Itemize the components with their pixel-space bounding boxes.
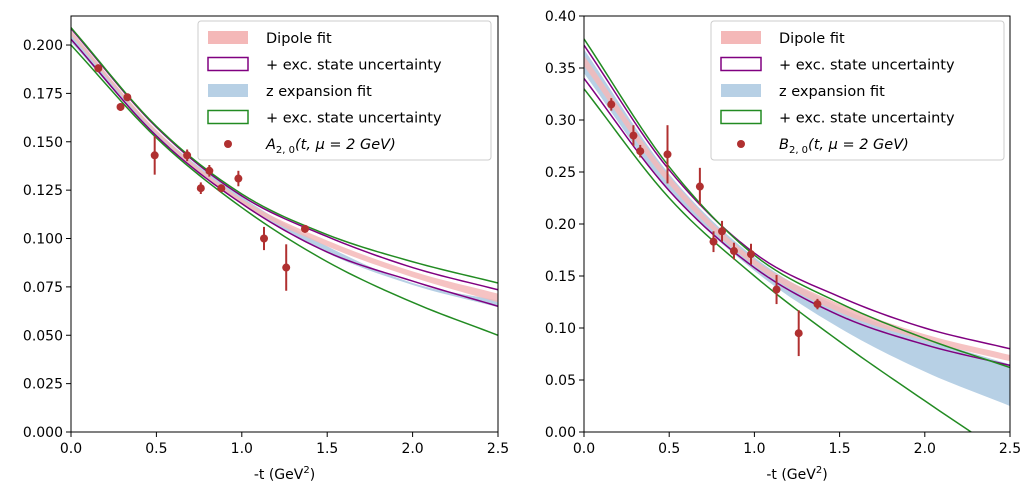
- legend-swatch-box: [207, 109, 249, 125]
- y-tick-label: 0.100: [23, 232, 63, 248]
- data-point: [205, 166, 214, 175]
- legend-swatch-point: [224, 140, 232, 148]
- x-tick-label: 1.5: [828, 441, 850, 457]
- data-point: [629, 131, 638, 140]
- x-axis-label: -t (GeV2): [766, 465, 827, 483]
- data-point: [729, 247, 738, 256]
- y-tick-label: 0.075: [23, 280, 63, 296]
- legend-swatch-box: [720, 56, 762, 72]
- data-point: [123, 93, 132, 102]
- data-point: [607, 100, 616, 109]
- x-tick-label: 2.0: [401, 441, 423, 457]
- data-point: [282, 263, 291, 272]
- legend-swatch-band: [721, 84, 761, 97]
- data-point: [772, 285, 781, 294]
- data-point: [94, 64, 103, 73]
- dipole-exc-lower-line: [71, 38, 498, 307]
- x-axis-label: -t (GeV2): [254, 465, 315, 483]
- z-expansion-band: [584, 49, 1010, 406]
- data-point: [183, 151, 192, 160]
- x-tick-label: 1.0: [231, 441, 253, 457]
- legend-swatch-band: [208, 84, 248, 97]
- y-tick-label: 0.20: [545, 217, 576, 233]
- legend-label: + exc. state uncertainty: [266, 111, 442, 127]
- data-point: [718, 227, 727, 236]
- legend-swatch-point: [737, 140, 745, 148]
- data-point: [300, 224, 309, 233]
- legend-label: + exc. state uncertainty: [266, 58, 442, 74]
- data-point: [196, 184, 205, 193]
- x-tick-label: 2.0: [914, 441, 936, 457]
- y-tick-label: 0.30: [545, 113, 576, 129]
- x-tick-label: 0.0: [573, 441, 595, 457]
- z-exc-upper-line: [71, 27, 498, 284]
- y-tick-label: 0.25: [545, 165, 576, 181]
- legend-label: A2, 0(t, μ = 2 GeV): [265, 137, 396, 156]
- z-exc-lower-line: [584, 88, 973, 432]
- y-tick-label: 0.050: [23, 328, 63, 344]
- y-tick-label: 0.000: [23, 425, 63, 441]
- y-tick-label: 0.05: [545, 373, 576, 389]
- dipole-exc-lower-line: [584, 77, 1010, 367]
- legend-label: + exc. state uncertainty: [779, 111, 955, 127]
- data-point: [234, 174, 243, 183]
- legend-swatch-box: [720, 109, 762, 125]
- data-point: [663, 150, 672, 159]
- y-tick-label: 0.00: [545, 425, 576, 441]
- axes-frame: [70, 15, 499, 433]
- dipole-exc-upper-line: [584, 44, 1010, 350]
- y-tick-label: 0.10: [545, 321, 576, 337]
- x-tick-label: 2.5: [487, 441, 509, 457]
- data-point: [636, 147, 645, 156]
- left-panel: 0.0 0.5 1.0 1.5 2.0 2.5 0.000 0.025 0.050 0.075 0.…: [23, 15, 509, 483]
- z-exc-lower-line: [71, 44, 498, 336]
- data-point: [709, 237, 718, 246]
- y-tick-label: 0.125: [23, 183, 63, 199]
- data-point: [150, 151, 159, 160]
- legend-swatch-box: [207, 56, 249, 72]
- data-point: [794, 329, 803, 338]
- data-point: [260, 234, 269, 243]
- legend-swatch-band: [208, 31, 248, 44]
- legend-frame: [197, 20, 492, 161]
- x-tick-label: 2.5: [999, 441, 1021, 457]
- right-panel: 0.0 0.5 1.0 1.5 2.0 2.5 0.00 0.05 0.10 0.15 0.20 0.…: [545, 9, 1021, 483]
- y-tick-label: 0.200: [23, 38, 63, 54]
- legend-label: B2, 0(t, μ = 2 GeV): [779, 137, 909, 156]
- data-point: [746, 250, 755, 259]
- legend-swatch-band: [721, 31, 761, 44]
- y-tick-label: 0.025: [23, 377, 63, 393]
- legend-label: + exc. state uncertainty: [779, 58, 955, 74]
- legend-frame: [710, 20, 1005, 161]
- data-point: [116, 102, 125, 111]
- x-tick-label: 0.5: [658, 441, 680, 457]
- legend-label: z expansion fit: [779, 84, 885, 100]
- legend: Dipole fit + exc. state uncertainty z expa…: [197, 20, 492, 161]
- x-tick-label: 0.0: [60, 441, 82, 457]
- y-tick-label: 0.40: [545, 9, 576, 25]
- legend-label: Dipole fit: [779, 31, 845, 47]
- legend-label: Dipole fit: [266, 31, 332, 47]
- data-point: [217, 184, 226, 193]
- legend: Dipole fit + exc. state uncertainty z expa…: [710, 20, 1005, 161]
- data-point: [695, 182, 704, 191]
- plot-area: [584, 38, 1010, 432]
- y-tick-label: 0.35: [545, 61, 576, 77]
- x-tick-label: 0.5: [145, 441, 167, 457]
- legend-label: z expansion fit: [266, 84, 372, 100]
- x-tick-label: 1.0: [743, 441, 765, 457]
- y-tick-label: 0.150: [23, 135, 63, 151]
- y-tick-label: 0.175: [23, 86, 63, 102]
- y-tick-label: 0.15: [545, 269, 576, 285]
- plot-area: [71, 27, 498, 336]
- x-tick-label: 1.5: [316, 441, 338, 457]
- z-exc-upper-line: [584, 38, 1010, 369]
- data-point: [813, 300, 822, 309]
